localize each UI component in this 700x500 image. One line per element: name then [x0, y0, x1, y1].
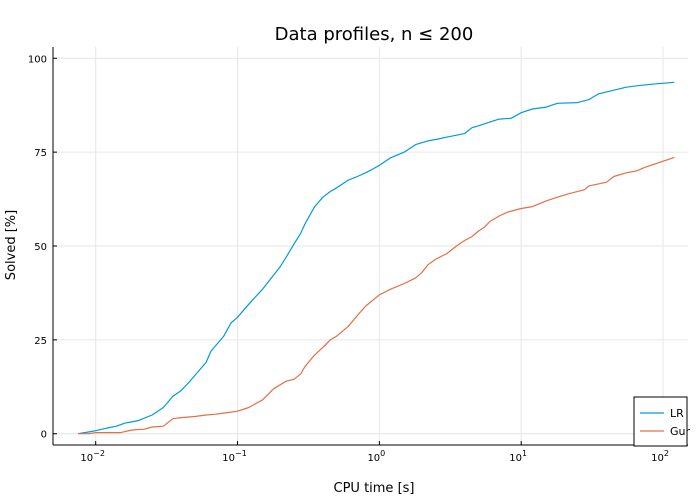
legend-label-gur: Gur — [670, 425, 690, 438]
grid — [53, 47, 688, 445]
x-tick-label: 10−1 — [222, 449, 247, 464]
tick-labels: 10−2 10−1 100 101 102 0 25 50 75 100 — [28, 54, 669, 464]
y-tick-label: 75 — [34, 148, 47, 159]
legend-box — [633, 396, 688, 447]
chart-title: Data profiles, n ≤ 200 — [275, 24, 474, 45]
y-axis-label: Solved [%] — [4, 210, 19, 280]
y-tick-label: 100 — [28, 54, 47, 65]
y-tick-label: 0 — [41, 430, 47, 441]
series-line-gur — [78, 156, 675, 435]
x-tick-label: 102 — [651, 449, 669, 464]
series-lines — [77, 81, 675, 435]
legend-label-lr: LR — [670, 407, 684, 420]
legend: LR Gur — [633, 396, 690, 447]
x-tick-label: 101 — [509, 449, 527, 464]
series-line-lr — [77, 81, 675, 435]
x-axis-label: CPU time [s] — [334, 481, 415, 496]
x-tick-label: 10−2 — [80, 449, 105, 464]
axes — [52, 47, 688, 446]
y-tick-label: 50 — [34, 242, 47, 253]
y-tick-label: 25 — [34, 336, 47, 347]
x-tick-label: 100 — [367, 449, 385, 464]
